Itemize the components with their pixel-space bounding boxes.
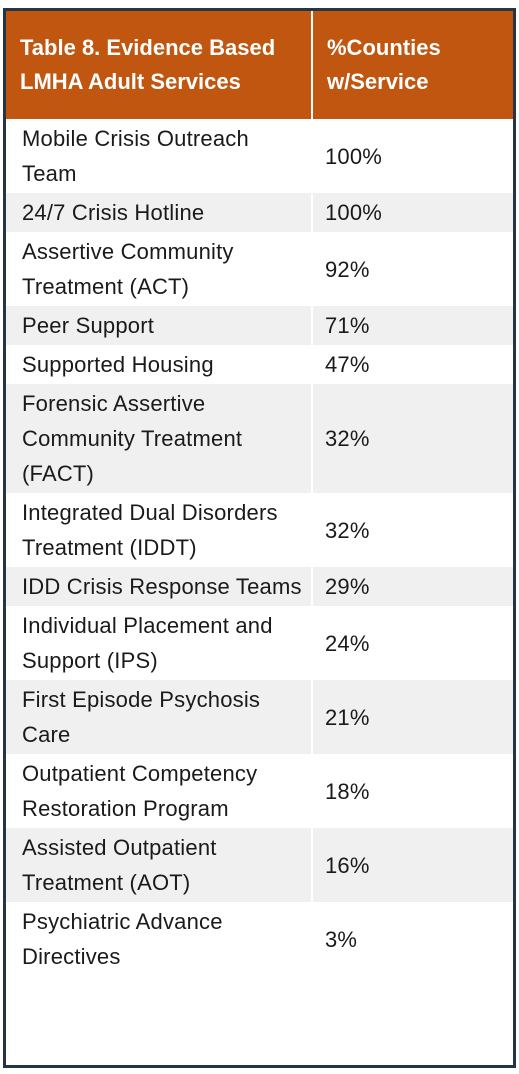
table-row: Integrated Dual Disorders Treatment (IDD… (6, 493, 513, 567)
service-cell: Supported Housing (6, 345, 313, 384)
percent-cell: 71% (312, 306, 513, 345)
percent-cell: 24% (312, 606, 513, 680)
table-row: First Episode Psychosis Care 21% (6, 680, 513, 754)
table-row: Individual Placement and Support (IPS) 24… (6, 606, 513, 680)
percent-cell: 3% (312, 902, 513, 976)
table-row: Forensic Assertive Community Treatment (… (6, 384, 513, 493)
percent-cell: 29% (312, 567, 513, 606)
table-row: IDD Crisis Response Teams 29% (6, 567, 513, 606)
service-cell: Integrated Dual Disorders Treatment (IDD… (6, 493, 313, 567)
percent-cell: 32% (312, 493, 513, 567)
service-cell: Forensic Assertive Community Treatment (… (6, 384, 313, 493)
table-row: Outpatient Competency Restoration Progra… (6, 754, 513, 828)
header-cell: %Counties w/Service (312, 11, 513, 119)
header-row: Table 8. Evidence Based LMHA Adult Servi… (6, 11, 513, 119)
table-row: Mobile Crisis Outreach Team 100% (6, 119, 513, 193)
service-cell: Assisted Outpatient Treatment (AOT) (6, 828, 313, 902)
table-body: Mobile Crisis Outreach Team 100% 24/7 Cris… (6, 119, 513, 976)
percent-cell: 47% (312, 345, 513, 384)
percent-cell: 21% (312, 680, 513, 754)
percent-cell: 32% (312, 384, 513, 493)
percent-cell: 92% (312, 232, 513, 306)
percent-cell: 100% (312, 193, 513, 232)
service-cell: Psychiatric Advance Directives (6, 902, 313, 976)
table-row: Supported Housing 47% (6, 345, 513, 384)
table-row: 24/7 Crisis Hotline 100% (6, 193, 513, 232)
table-header: Table 8. Evidence Based LMHA Adult Servi… (6, 11, 513, 119)
table-row: Assertive Community Treatment (ACT) 92% (6, 232, 513, 306)
services-table: Table 8. Evidence Based LMHA Adult Servi… (6, 11, 513, 976)
service-cell: Outpatient Competency Restoration Progra… (6, 754, 313, 828)
table-frame: Table 8. Evidence Based LMHA Adult Servi… (3, 8, 516, 1068)
service-cell: 24/7 Crisis Hotline (6, 193, 313, 232)
service-cell: Mobile Crisis Outreach Team (6, 119, 313, 193)
percent-cell: 100% (312, 119, 513, 193)
service-cell: Assertive Community Treatment (ACT) (6, 232, 313, 306)
header-cell: Table 8. Evidence Based LMHA Adult Servi… (6, 11, 313, 119)
table-row: Assisted Outpatient Treatment (AOT) 16% (6, 828, 513, 902)
percent-cell: 18% (312, 754, 513, 828)
service-cell: Peer Support (6, 306, 313, 345)
table-row: Psychiatric Advance Directives 3% (6, 902, 513, 976)
percent-cell: 16% (312, 828, 513, 902)
service-cell: Individual Placement and Support (IPS) (6, 606, 313, 680)
table-row: Peer Support 71% (6, 306, 513, 345)
service-cell: IDD Crisis Response Teams (6, 567, 313, 606)
service-cell: First Episode Psychosis Care (6, 680, 313, 754)
